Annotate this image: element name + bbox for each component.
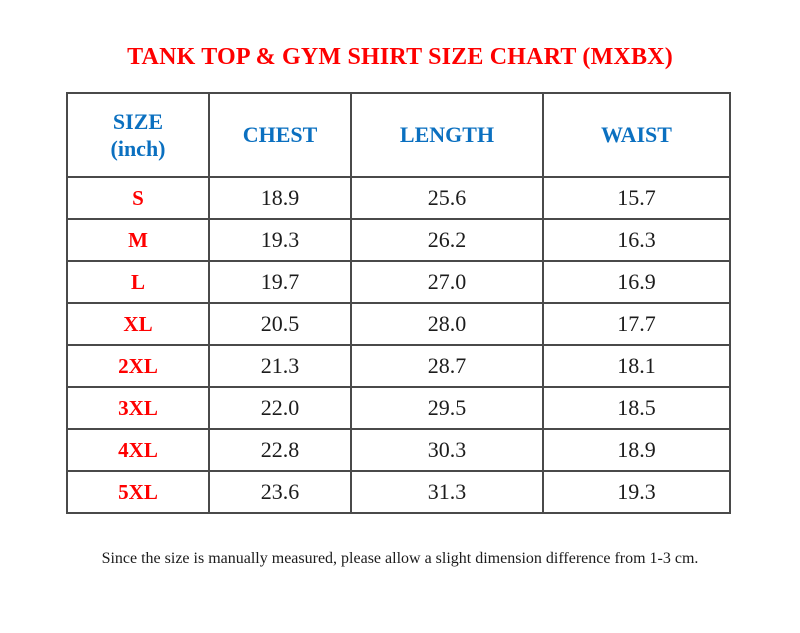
table-row-2xl: 2XL 21.3 28.7 18.1 (66, 344, 731, 388)
size-cell: XL (66, 302, 210, 346)
page-title: TANK TOP & GYM SHIRT SIZE CHART (MXBX) (127, 44, 673, 70)
size-cell: L (66, 260, 210, 304)
length-cell: 27.0 (350, 260, 544, 304)
waist-cell: 18.1 (542, 344, 731, 388)
chest-cell: 23.6 (208, 470, 352, 514)
length-cell: 25.6 (350, 176, 544, 220)
table-row-5xl: 5XL 23.6 31.3 19.3 (66, 470, 731, 514)
column-header-length: LENGTH (350, 92, 544, 178)
column-header-waist: WAIST (542, 92, 731, 178)
column-header-chest: CHEST (208, 92, 352, 178)
length-cell: 26.2 (350, 218, 544, 262)
waist-cell: 15.7 (542, 176, 731, 220)
chest-cell: 22.8 (208, 428, 352, 472)
chest-cell: 21.3 (208, 344, 352, 388)
size-cell: 3XL (66, 386, 210, 430)
table-row-m: M 19.3 26.2 16.3 (66, 218, 731, 262)
column-header-size-line1: SIZE (112, 108, 164, 134)
size-cell: M (66, 218, 210, 262)
waist-cell: 18.9 (542, 428, 731, 472)
waist-cell: 17.7 (542, 302, 731, 346)
chest-cell: 22.0 (208, 386, 352, 430)
waist-cell: 19.3 (542, 470, 731, 514)
chest-cell: 19.7 (208, 260, 352, 304)
waist-cell: 16.3 (542, 218, 731, 262)
size-cell: S (66, 176, 210, 220)
waist-cell: 18.5 (542, 386, 731, 430)
length-cell: 31.3 (350, 470, 544, 514)
chest-cell: 19.3 (208, 218, 352, 262)
length-cell: 29.5 (350, 386, 544, 430)
size-cell: 4XL (66, 428, 210, 472)
table-row-3xl: 3XL 22.0 29.5 18.5 (66, 386, 731, 430)
column-header-size: SIZE (inch) (66, 92, 210, 178)
measurement-disclaimer-note: Since the size is manually measured, ple… (101, 550, 699, 567)
table-header-row: SIZE (inch) CHEST LENGTH WAIST (66, 92, 731, 178)
column-header-size-line2: (inch) (110, 136, 166, 161)
length-cell: 30.3 (350, 428, 544, 472)
size-cell: 5XL (66, 470, 210, 514)
chest-cell: 18.9 (208, 176, 352, 220)
table-row-4xl: 4XL 22.8 30.3 18.9 (66, 428, 731, 472)
chest-cell: 20.5 (208, 302, 352, 346)
size-cell: 2XL (66, 344, 210, 388)
length-cell: 28.0 (350, 302, 544, 346)
table-row-l: L 19.7 27.0 16.9 (66, 260, 731, 304)
table-row-s: S 18.9 25.6 15.7 (66, 176, 731, 220)
table-row-xl: XL 20.5 28.0 17.7 (66, 302, 731, 346)
waist-cell: 16.9 (542, 260, 731, 304)
length-cell: 28.7 (350, 344, 544, 388)
size-chart-table: SIZE (inch) CHEST LENGTH WAIST S 18.9 25… (66, 92, 731, 514)
